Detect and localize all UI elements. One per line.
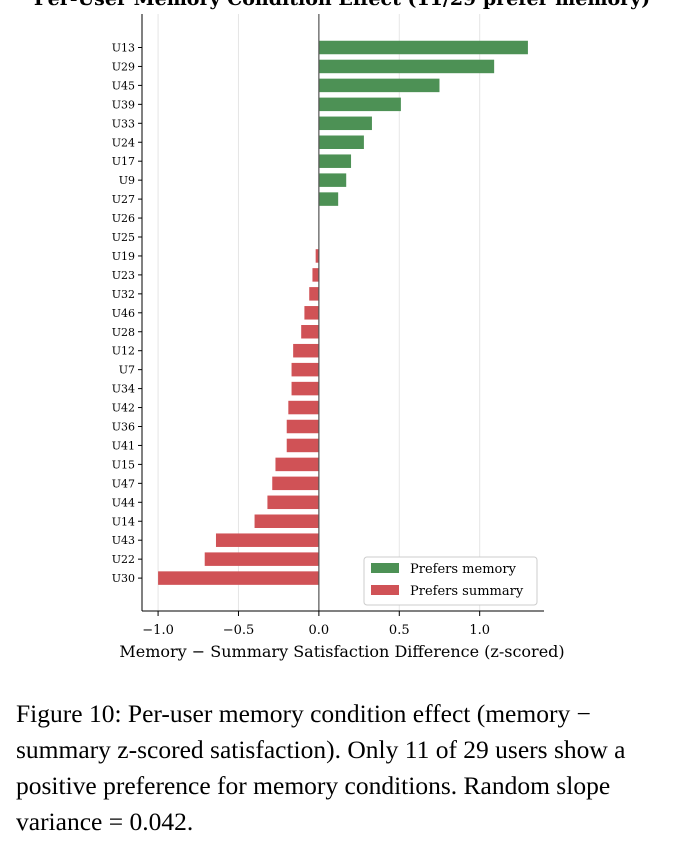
chart: Per-User Memory Condition Effect (11/29 … (34, 0, 650, 661)
bar-u44 (267, 495, 319, 510)
x-tick-label: 0.5 (389, 623, 410, 638)
y-tick-label: U9 (119, 174, 135, 187)
y-tick-label: U41 (112, 439, 135, 452)
bar-u42 (288, 400, 319, 415)
bar-u13 (318, 40, 528, 55)
x-tick-labels: −1.0 −0.5 0.0 0.5 1.0 (142, 611, 490, 638)
bar-u45 (318, 78, 440, 93)
y-tick-label: U28 (112, 326, 135, 339)
x-tick-label: −1.0 (142, 623, 174, 638)
y-tick-label: U44 (112, 496, 135, 509)
legend-label: Prefers memory (410, 562, 517, 577)
y-tick-label: U17 (112, 155, 135, 168)
bar-u22 (204, 552, 319, 566)
bar-u46 (304, 306, 319, 320)
x-tick-label: 1.0 (469, 623, 490, 638)
legend: Prefers memory Prefers summary (363, 556, 538, 606)
y-tick-label: U22 (112, 553, 135, 566)
bar-u33 (318, 116, 372, 131)
bar-u47 (272, 476, 319, 491)
y-tick-label: U32 (112, 288, 135, 301)
x-axis-label: Memory − Summary Satisfaction Difference… (119, 642, 564, 661)
x-tick-label: −0.5 (223, 623, 255, 638)
y-tick-label: U46 (112, 307, 135, 320)
y-tick-label: U27 (112, 193, 135, 206)
y-tick-label: U36 (112, 421, 135, 434)
bar-u14 (254, 514, 319, 528)
figure-caption: Figure 10: Per-user memory condition eff… (16, 699, 626, 836)
bar-u39 (318, 97, 401, 112)
x-tick-label: 0.0 (309, 623, 330, 638)
y-tick-label: U14 (112, 515, 135, 528)
bar-u30 (158, 571, 319, 585)
y-tick-label: U43 (112, 534, 135, 547)
bar-u28 (301, 325, 319, 339)
legend-box (363, 556, 538, 606)
legend-label: Prefers summary (410, 584, 524, 599)
y-tick-label: U12 (112, 345, 135, 358)
bar-u43 (215, 533, 319, 547)
y-tick-label: U24 (112, 136, 135, 149)
bar-u23 (312, 268, 319, 282)
y-tick-label: U33 (112, 117, 135, 130)
y-tick-label: U15 (112, 458, 135, 471)
y-tick-label: U39 (112, 98, 135, 111)
y-tick-label: U19 (112, 250, 135, 263)
y-tick-label: U13 (112, 42, 135, 55)
bars (158, 40, 528, 585)
y-tick-label: U26 (112, 212, 135, 225)
bar-u7 (291, 362, 319, 377)
bar-u9 (318, 173, 347, 187)
bar-u12 (293, 343, 319, 358)
bar-u29 (318, 59, 495, 74)
y-tick-label: U23 (112, 269, 135, 282)
bar-u15 (275, 457, 319, 472)
bar-u36 (286, 419, 319, 434)
bar-u17 (318, 154, 352, 168)
bar-u41 (286, 438, 319, 453)
legend-swatch (371, 563, 399, 573)
bar-u27 (318, 192, 339, 206)
y-tick-label: U29 (112, 60, 135, 73)
bar-u32 (309, 287, 319, 301)
chart-title: Per-User Memory Condition Effect (11/29 … (34, 0, 650, 10)
y-tick-label: U25 (112, 231, 135, 244)
y-tick-label: U42 (112, 402, 135, 415)
y-tick-label: U30 (112, 572, 135, 585)
y-tick-label: U7 (119, 364, 135, 377)
bar-u34 (291, 381, 319, 396)
bar-u19 (315, 249, 319, 263)
y-tick-label: U45 (112, 79, 135, 92)
y-tick-labels: U13 U29 U45 U39 U33 U24 U17 U9 U27 U26 U25 U19 U23 U3… (112, 42, 142, 585)
legend-swatch (371, 585, 399, 595)
bar-u24 (318, 135, 364, 149)
y-tick-label: U34 (112, 383, 135, 396)
y-tick-label: U47 (112, 477, 135, 490)
